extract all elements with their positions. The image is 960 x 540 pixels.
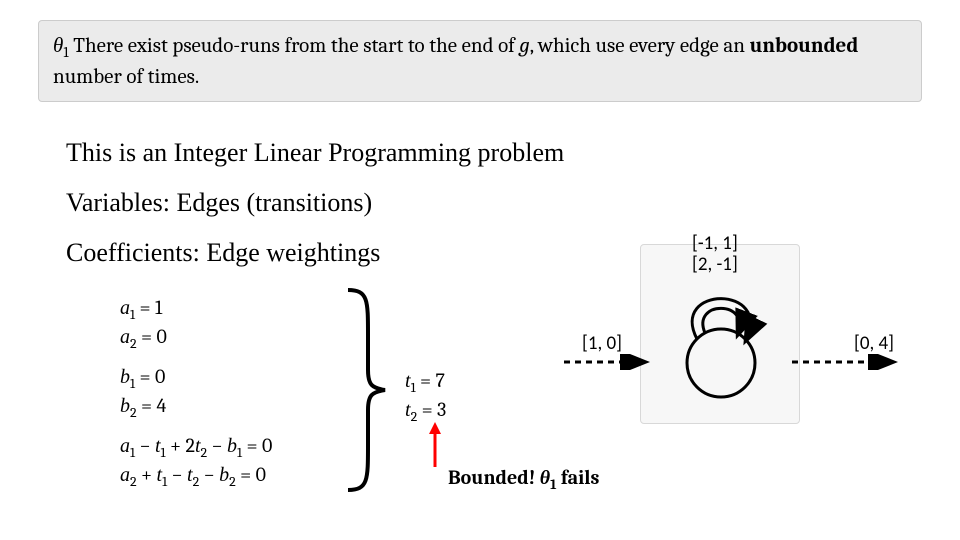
body-line-3: Coefficients: Edge weightings — [66, 238, 380, 268]
eq-constraint-1: a1 − t1 + 2t2 − b1 = 0 — [120, 433, 272, 462]
eq-constraint-2: a2 + t1 − t2 − b2 = 0 — [120, 462, 272, 491]
theta-symbol: θ — [53, 33, 63, 57]
edge-in — [562, 354, 652, 370]
eq-b1: b1 = 0 — [120, 364, 272, 393]
eq-a1: a1 = 1 — [120, 295, 272, 324]
loop-labels: [-1, 1] [2, -1] — [692, 234, 738, 276]
edge-out — [790, 354, 900, 370]
eq-a2: a2 = 0 — [120, 324, 272, 353]
definition-box: θ1 There exist pseudo-runs from the star… — [38, 20, 922, 102]
arrow-up-icon — [428, 422, 442, 467]
def-text-3: number of times. — [53, 65, 199, 89]
edge-in-label: [1, 0] — [582, 332, 622, 355]
eq-b2: b2 = 4 — [120, 393, 272, 422]
brace-icon — [340, 285, 400, 495]
equation-block: a1 = 1 a2 = 0 b1 = 0 b2 = 4 a1 − t1 + 2t… — [120, 295, 272, 490]
def-text-2: , which use every edge an — [530, 34, 750, 58]
bounded-label: Bounded! θ1 fails — [448, 466, 599, 493]
body-line-2: Variables: Edges (transitions) — [66, 188, 372, 218]
def-text-1: There exist pseudo-runs from the start t… — [69, 34, 520, 58]
t-values: t1 = 7 t2 = 3 — [405, 368, 446, 425]
def-bold: unbounded — [750, 34, 859, 58]
edge-out-label: [0, 4] — [854, 332, 894, 355]
g-var: g — [519, 34, 529, 58]
body-line-1: This is an Integer Linear Programming pr… — [66, 138, 564, 168]
